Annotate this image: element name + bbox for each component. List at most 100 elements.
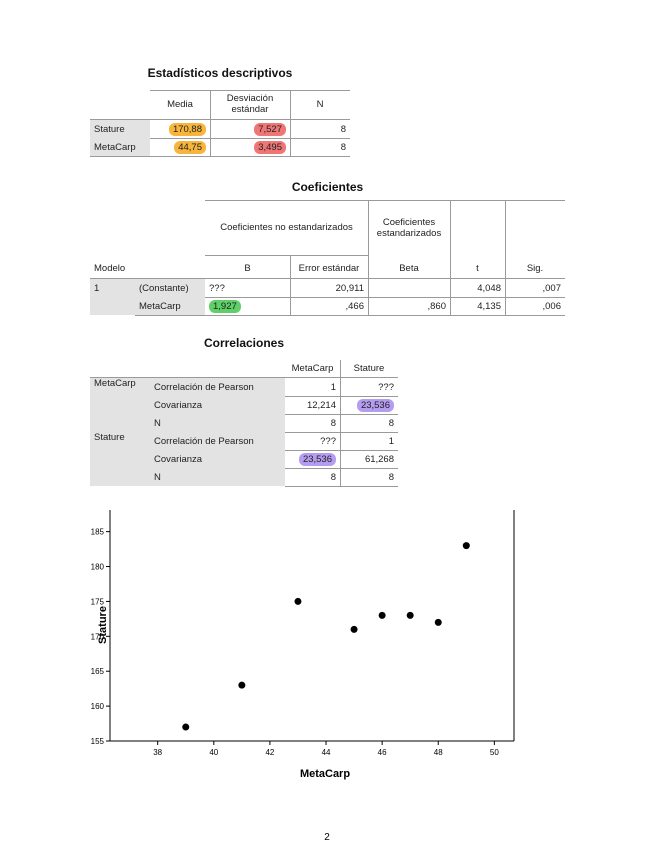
cell: 20,911	[335, 282, 364, 294]
point	[378, 611, 386, 619]
rule	[340, 360, 341, 486]
y-tick-label: 155	[91, 737, 105, 746]
cell: 1	[330, 381, 336, 393]
column-header: MetaCarp	[291, 363, 334, 374]
y-axis-label: Stature	[97, 606, 109, 644]
y-tick-label: 185	[91, 528, 105, 537]
rule	[285, 414, 398, 415]
cell: 8	[340, 123, 346, 135]
cell	[368, 279, 450, 297]
cell: 61,268	[364, 453, 394, 465]
column-header: Desviación estándar	[226, 93, 274, 115]
rule	[450, 200, 451, 315]
row-header	[90, 297, 135, 315]
cell: 44,75	[150, 138, 210, 156]
column-header: Stature	[353, 363, 385, 374]
point	[182, 723, 190, 731]
row-header: N	[150, 468, 285, 486]
column-header: Beta	[399, 262, 419, 274]
point	[462, 542, 470, 550]
cell: ,007	[542, 282, 562, 294]
page-number: 2	[324, 832, 330, 843]
x-tick-label: 50	[490, 748, 499, 757]
column-header: B	[244, 262, 251, 274]
highlighted-value: 23,536	[356, 398, 394, 412]
cell: 8	[330, 471, 336, 483]
cell: ???	[209, 282, 225, 294]
cell: ,006	[542, 300, 562, 312]
point	[406, 611, 414, 619]
cell: 8	[388, 417, 394, 429]
column-header: t	[476, 262, 479, 274]
cell: 8	[330, 417, 336, 429]
cell: 23,536	[340, 396, 398, 414]
rule	[285, 486, 398, 487]
point	[238, 681, 246, 689]
rule	[90, 278, 565, 279]
row-header: Stature	[90, 120, 150, 138]
column-header: Sig.	[526, 262, 544, 274]
row-header: MetaCarp	[90, 138, 150, 156]
column-header: N	[316, 98, 324, 110]
rule	[285, 396, 398, 397]
cell: 3,495	[210, 138, 290, 156]
row-header: 1	[90, 279, 135, 297]
y-tick-label: 170	[91, 632, 105, 641]
highlighted-value: 44,75	[174, 140, 206, 154]
x-tick-label: 40	[209, 748, 218, 757]
rule	[205, 255, 368, 256]
table-title: Estadísticos descriptivos	[147, 66, 293, 80]
rule	[285, 432, 398, 433]
cell: 8	[340, 141, 346, 153]
x-tick-label: 42	[265, 748, 274, 757]
rule	[210, 90, 211, 156]
y-tick-label: 165	[91, 667, 105, 676]
cell: ,466	[345, 300, 365, 312]
x-tick-label: 44	[322, 748, 331, 757]
group-header: Coeficientes no estandarizados	[220, 222, 353, 233]
rule	[505, 200, 506, 315]
rule	[205, 200, 565, 201]
y-tick-label: 160	[91, 702, 105, 711]
row-header: (Constante)	[135, 279, 205, 297]
cell: 4,048	[477, 282, 501, 294]
column-header: Modelo	[94, 262, 126, 274]
rule	[150, 90, 350, 91]
rule	[135, 315, 565, 316]
group-header: Coeficientes estandarizados	[376, 216, 442, 239]
row-header: Covarianza	[150, 396, 285, 414]
rule	[285, 468, 398, 469]
cell: 4,135	[477, 300, 501, 312]
column-header: Error estándar	[298, 262, 360, 274]
row-header: Covarianza	[150, 450, 285, 468]
y-tick-label: 175	[91, 597, 105, 606]
table-title: Correlaciones	[203, 336, 285, 350]
cell: ,860	[427, 300, 447, 312]
cell: 1	[388, 435, 394, 447]
x-tick-label: 46	[378, 748, 387, 757]
rule	[90, 138, 350, 139]
x-tick-label: 48	[434, 748, 443, 757]
rule	[290, 90, 291, 156]
y-tick-label: 180	[91, 563, 105, 572]
x-axis-label: MetaCarp	[300, 768, 350, 780]
row-header: Correlación de Pearson	[150, 432, 285, 450]
rule	[90, 119, 350, 120]
table-title: Coeficientes	[291, 180, 364, 194]
row-header: N	[150, 414, 285, 432]
row-header: MetaCarp	[135, 297, 205, 315]
highlighted-value: 1,927	[209, 299, 241, 313]
rule	[290, 255, 291, 315]
x-tick-label: 38	[153, 748, 162, 757]
row-header: Correlación de Pearson	[150, 378, 285, 396]
highlighted-value: 170,88	[168, 122, 206, 136]
cell: 23,536	[285, 450, 340, 468]
rule	[368, 200, 369, 315]
point	[434, 618, 442, 626]
rule	[135, 297, 565, 298]
cell: 12,214	[306, 399, 336, 411]
cell: ???	[378, 381, 394, 393]
column-header: Media	[167, 98, 193, 110]
cell: ???	[320, 435, 336, 447]
rule	[90, 377, 398, 378]
